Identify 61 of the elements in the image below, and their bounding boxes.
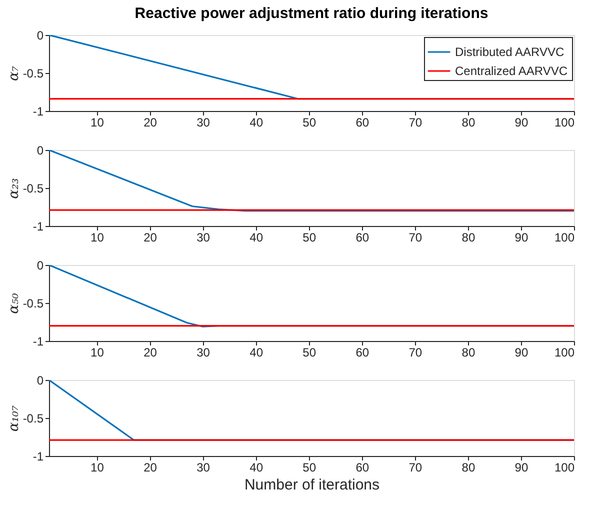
x-tick-label: 70 [408,460,422,474]
x-tick-label: 40 [250,116,264,130]
x-tick-label: 50 [302,116,316,130]
x-tick-label: 30 [196,346,210,360]
x-tick-label: 100 [554,116,575,130]
y-tick-label: -1 [32,104,44,118]
y-tick-label: 0 [36,374,44,388]
x-tick-label: 10 [90,460,104,474]
x-tick-label: 60 [356,346,370,360]
x-tick-label: 100 [554,230,575,244]
x-tick-label: 70 [408,346,422,360]
x-tick-label: 40 [250,460,264,474]
x-tick-label: 30 [196,230,210,244]
y-tick-label: 0 [36,28,44,42]
x-tick-label: 50 [302,346,316,360]
y-tick-label: 0 [36,144,44,158]
x-tick-label: 10 [90,346,104,360]
x-tick-label: 20 [144,230,158,244]
chart-title: Reactive power adjustment ratio during iterations [134,5,488,22]
y-tick-label: -0.5 [22,182,44,196]
x-tick-label: 70 [408,116,422,130]
x-tick-label: 80 [462,346,476,360]
x-tick-label: 100 [554,346,575,360]
y-axis-title: α₂₃ [6,178,22,199]
y-tick-label: -1 [32,334,44,348]
x-tick-label: 70 [408,230,422,244]
x-tick-label: 10 [90,230,104,244]
x-tick-label: 40 [250,346,264,360]
y-axis-title: α₅₀ [6,292,22,314]
x-tick-label: 20 [144,460,158,474]
y-tick-label: -1 [32,450,44,464]
x-tick-label: 90 [514,116,528,130]
x-tick-label: 60 [356,116,370,130]
y-tick-label: -0.5 [22,412,44,426]
x-tick-label: 10 [90,116,104,130]
x-tick-label: 30 [196,460,210,474]
y-tick-label: 0 [36,258,44,272]
x-tick-label: 80 [462,460,476,474]
x-tick-label: 80 [462,116,476,130]
x-tick-label: 60 [356,460,370,474]
x-tick-label: 20 [144,116,158,130]
x-tick-label: 40 [250,230,264,244]
y-axis-title: α₇ [6,66,22,82]
x-tick-label: 20 [144,346,158,360]
legend-label: Distributed AARVVC [455,45,564,59]
x-tick-label: 60 [356,230,370,244]
x-tick-label: 50 [302,460,316,474]
y-tick-label: -1 [32,220,44,234]
x-tick-label: 50 [302,230,316,244]
x-tick-label: 90 [514,346,528,360]
y-axis-title: α₁₀₇ [6,404,22,432]
x-tick-label: 100 [554,460,575,474]
x-tick-label: 80 [462,230,476,244]
y-tick-label: -0.5 [22,296,44,310]
x-tick-label: 90 [514,230,528,244]
x-tick-label: 30 [196,116,210,130]
line-series [49,150,574,212]
y-tick-label: -0.5 [22,66,44,80]
x-axis-title: Number of iterations [244,476,380,494]
legend-label: Centralized AARVVC [455,64,568,78]
x-tick-label: 90 [514,460,528,474]
